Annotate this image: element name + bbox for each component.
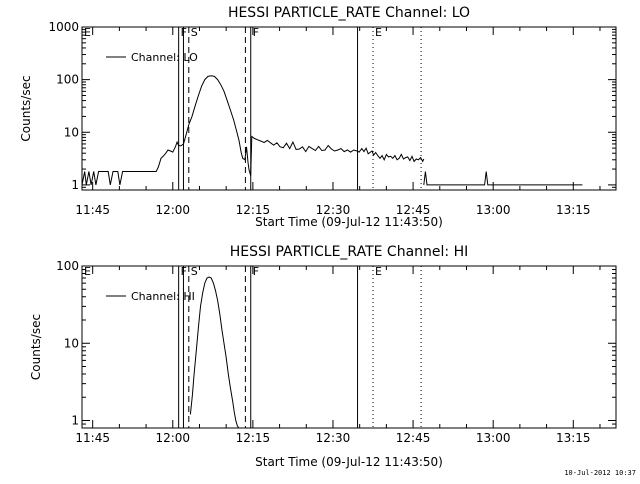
x-tick-label-lo: 13:00: [476, 203, 511, 217]
y-tick-label-lo: 10: [64, 125, 79, 139]
y-tick-label-hi: 100: [56, 259, 79, 273]
x-axis-label-lo: Start Time (09-Jul-12 11:43:50): [255, 215, 443, 229]
chart-title-lo: HESSI PARTICLE_RATE Channel: LO: [228, 5, 470, 21]
x-tick-label-lo: 12:30: [316, 203, 351, 217]
y-tick-label-lo: 100: [56, 73, 79, 87]
x-tick-label-hi: 13:15: [556, 431, 591, 445]
y-tick-label-hi: 1: [71, 414, 79, 428]
series-line-lo-1: [423, 171, 583, 186]
y-axis-label-hi: Counts/sec: [29, 314, 43, 380]
x-tick-label-hi: 12:30: [316, 431, 351, 445]
x-tick-label-hi: 12:15: [236, 431, 271, 445]
x-tick-label-hi: 11:45: [75, 431, 110, 445]
legend-label-hi: Channel: HI: [131, 290, 195, 303]
y-tick-label-hi: 10: [64, 336, 79, 350]
x-tick-label-hi: 12:45: [396, 431, 431, 445]
legend-label-lo: Channel: LO: [131, 51, 198, 64]
y-tick-label-lo: 1000: [48, 20, 79, 34]
event-marker-label-lo: E: [84, 26, 91, 39]
event-marker-label-hi: E: [375, 265, 382, 278]
event-marker-label-hi: F: [253, 265, 259, 278]
event-marker-label-lo: F: [253, 26, 259, 39]
series-line-lo-0: [81, 75, 425, 185]
x-tick-label-lo: 12:00: [155, 203, 190, 217]
x-tick-label-lo: 12:15: [236, 203, 271, 217]
event-marker-label-hi: S: [191, 265, 198, 278]
y-axis-label-lo: Counts/sec: [19, 75, 33, 141]
y-tick-label-lo: 1: [71, 178, 79, 192]
x-tick-label-lo: 13:15: [556, 203, 591, 217]
x-tick-label-hi: 13:00: [476, 431, 511, 445]
x-tick-label-hi: 12:00: [155, 431, 190, 445]
x-axis-label-hi: Start Time (09-Jul-12 11:43:50): [255, 455, 443, 469]
event-marker-label-hi: E: [84, 265, 91, 278]
timestamp: 10-Jul-2012 10:37: [564, 469, 636, 477]
event-marker-label-lo: S: [191, 26, 198, 39]
x-tick-label-lo: 11:45: [75, 203, 110, 217]
series-line-hi-0: [189, 276, 240, 429]
x-tick-label-lo: 12:45: [396, 203, 431, 217]
event-marker-label-lo: E: [375, 26, 382, 39]
plot-frame-lo: [81, 26, 617, 191]
chart-title-hi: HESSI PARTICLE_RATE Channel: HI: [230, 244, 468, 260]
